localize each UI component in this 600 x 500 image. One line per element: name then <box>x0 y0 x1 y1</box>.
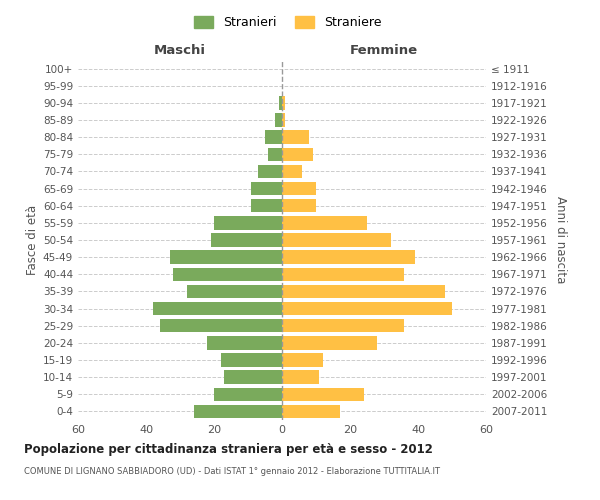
Bar <box>275 114 282 126</box>
Bar <box>224 370 282 384</box>
Bar <box>282 370 319 384</box>
Text: Popolazione per cittadinanza straniera per età e sesso - 2012: Popolazione per cittadinanza straniera p… <box>24 442 433 456</box>
Bar <box>282 164 302 178</box>
Text: Femmine: Femmine <box>350 44 418 57</box>
Bar <box>153 302 282 316</box>
Bar <box>282 250 415 264</box>
Bar <box>211 234 282 246</box>
Bar <box>268 148 282 161</box>
Bar <box>160 319 282 332</box>
Bar <box>282 354 323 366</box>
Bar <box>282 388 364 401</box>
Y-axis label: Anni di nascita: Anni di nascita <box>554 196 567 284</box>
Bar <box>282 284 445 298</box>
Bar <box>258 164 282 178</box>
Bar <box>282 114 286 126</box>
Bar <box>282 96 286 110</box>
Bar <box>207 336 282 349</box>
Bar <box>282 199 316 212</box>
Bar <box>282 302 452 316</box>
Bar <box>251 199 282 212</box>
Legend: Stranieri, Straniere: Stranieri, Straniere <box>190 11 386 34</box>
Bar <box>214 216 282 230</box>
Y-axis label: Fasce di età: Fasce di età <box>26 205 39 275</box>
Bar <box>282 234 391 246</box>
Bar <box>282 130 309 144</box>
Bar <box>278 96 282 110</box>
Bar <box>251 182 282 196</box>
Bar <box>170 250 282 264</box>
Bar <box>282 268 404 281</box>
Bar <box>187 284 282 298</box>
Bar <box>221 354 282 366</box>
Bar <box>194 404 282 418</box>
Bar <box>282 336 377 349</box>
Bar <box>173 268 282 281</box>
Bar <box>265 130 282 144</box>
Bar <box>214 388 282 401</box>
Text: Maschi: Maschi <box>154 44 206 57</box>
Text: COMUNE DI LIGNANO SABBIADORO (UD) - Dati ISTAT 1° gennaio 2012 - Elaborazione TU: COMUNE DI LIGNANO SABBIADORO (UD) - Dati… <box>24 468 440 476</box>
Bar <box>282 148 313 161</box>
Bar <box>282 319 404 332</box>
Bar <box>282 404 340 418</box>
Bar <box>282 216 367 230</box>
Bar <box>282 182 316 196</box>
